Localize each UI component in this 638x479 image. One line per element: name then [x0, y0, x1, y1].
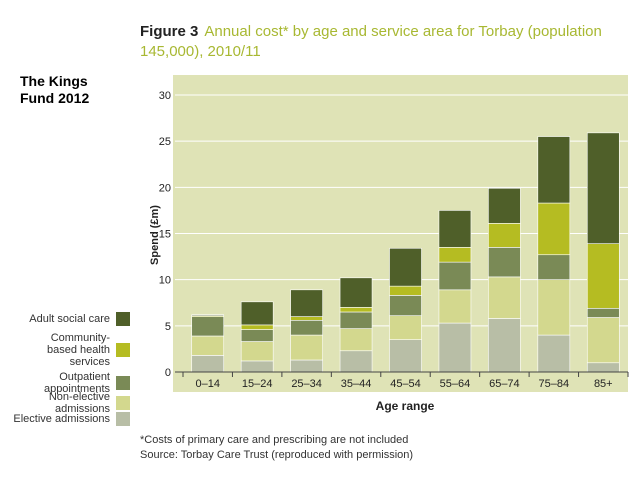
bar-segment	[438, 289, 472, 324]
x-tick-label: 15–24	[242, 378, 273, 390]
y-tick-label: 20	[159, 182, 171, 194]
bar-segment	[537, 136, 571, 204]
bar-segment	[240, 301, 274, 326]
legend-label: Non-elective admissions	[48, 391, 110, 415]
bar-segment	[339, 350, 373, 373]
bar-segment	[438, 247, 472, 263]
legend-item: Elective admissions	[13, 412, 130, 426]
bar-segment	[537, 202, 571, 256]
bar-segment	[438, 210, 472, 248]
bar-segment	[240, 360, 274, 373]
bar-segment	[488, 247, 521, 278]
bar-segment	[339, 307, 373, 313]
bar-segment	[586, 243, 620, 309]
bar-segment	[339, 328, 373, 352]
legend-label: Elective admissions	[13, 413, 110, 425]
bar-segment	[290, 289, 323, 317]
bar-segment	[339, 277, 373, 308]
bar-segment	[537, 254, 571, 280]
bar-segment	[488, 318, 521, 373]
x-tick-label: 35–44	[341, 378, 372, 390]
x-tick-label: 25–34	[291, 378, 322, 390]
y-axis-ticks: 0 5 10 15 20 25 30	[159, 90, 171, 379]
bar-segment	[438, 261, 472, 291]
y-tick-label: 5	[165, 321, 171, 333]
x-tick-label: 85+	[594, 378, 613, 390]
legend-item: Non-elective admissions	[0, 391, 130, 415]
legend-swatch	[116, 312, 130, 326]
legend-swatch	[116, 412, 130, 426]
bar-segment	[389, 315, 422, 340]
y-tick-label: 0	[165, 367, 171, 379]
x-tick-label: 45–54	[390, 378, 421, 390]
x-axis-ticks: 0–14 15–24 25–34 35–44 45–54 55–64 65–74 75–84 8…	[182, 372, 629, 390]
x-tick-label: 0–14	[195, 378, 219, 390]
y-tick-label: 15	[159, 229, 171, 241]
legend-label: Adult social care	[29, 313, 110, 325]
legend-swatch	[116, 376, 130, 390]
bar-segment	[488, 223, 521, 248]
bars	[191, 132, 620, 373]
watermark-text: The Kings Fund 2012	[20, 73, 90, 106]
source-text: Source: Torbay Care Trust (reproduced wi…	[140, 449, 414, 461]
bar-segment	[290, 334, 323, 361]
bar-segment	[339, 311, 373, 329]
legend-label: Outpatient appointments	[43, 371, 110, 395]
bar-segment	[438, 322, 472, 373]
bar-segment	[586, 132, 620, 244]
bar-segment	[191, 314, 225, 316]
figure-title: Figure 3 Annual cost* by age and service …	[140, 22, 620, 62]
legend-label: Community-based health services	[47, 332, 110, 368]
bar-segment	[290, 316, 323, 321]
footnote-text: *Costs of primary care and prescribing a…	[140, 434, 409, 446]
bar-segment	[488, 187, 521, 224]
bar-segment	[389, 339, 422, 373]
bar-segment	[240, 329, 274, 342]
bar-segment	[290, 319, 323, 336]
figure-caption: Annual cost* by age and service area for…	[140, 23, 602, 60]
x-tick-label: 65–74	[489, 378, 520, 390]
bar-segment	[389, 285, 422, 296]
bar-segment	[586, 307, 620, 318]
bar-segment	[488, 276, 521, 319]
bar-segment	[586, 317, 620, 364]
bar-segment	[191, 355, 225, 373]
bar-segment	[240, 324, 274, 330]
figure-label: Figure 3	[140, 23, 199, 40]
bar-segment	[586, 362, 620, 373]
bar-segment	[290, 359, 323, 373]
bar-segment	[191, 335, 225, 356]
footnotes: *Costs of primary care and prescribing a…	[140, 433, 413, 463]
x-tick-label: 75–84	[539, 378, 570, 390]
bar-segment	[191, 316, 225, 337]
bar-segment	[537, 334, 571, 373]
y-axis-label: Spend (£m)	[149, 205, 161, 265]
legend-item: Community-based health services	[28, 332, 130, 368]
legend-swatch	[116, 396, 130, 410]
bar-segment	[389, 247, 422, 287]
legend-swatch	[116, 343, 130, 357]
bar-segment	[537, 279, 571, 336]
x-tick-label: 55–64	[440, 378, 471, 390]
legend-item: Outpatient appointments	[0, 371, 130, 395]
bar-segment	[240, 341, 274, 362]
x-axis-label: Age range	[376, 399, 435, 413]
y-tick-label: 30	[159, 90, 171, 102]
legend-item: Adult social care	[29, 312, 130, 326]
bar-segment	[389, 295, 422, 316]
y-tick-label: 25	[159, 136, 171, 148]
y-tick-label: 10	[159, 275, 171, 287]
